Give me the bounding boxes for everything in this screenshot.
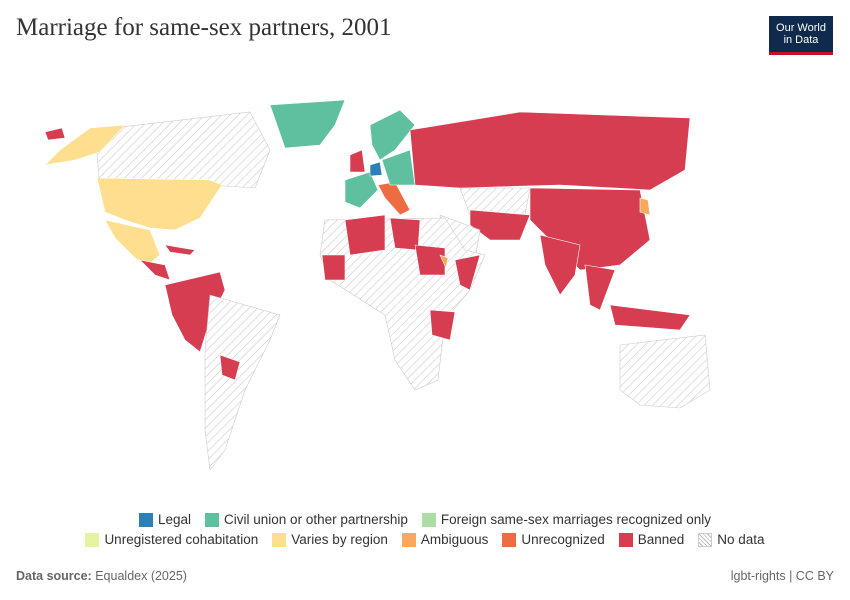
- legend-item[interactable]: Varies by region: [272, 532, 388, 547]
- footer: Data source: Equaldex (2025) lgbt-rights…: [16, 569, 834, 583]
- legend-item[interactable]: Legal: [138, 512, 192, 527]
- legend-item[interactable]: Civil union or other partnership: [205, 512, 408, 527]
- legend-label: Civil union or other partnership: [224, 512, 408, 527]
- legend-label: Unregistered cohabitation: [104, 532, 259, 547]
- legend-swatch: [618, 532, 633, 547]
- legend-label: Varies by region: [291, 532, 388, 547]
- legend-swatch: [85, 532, 100, 547]
- legend-label: Banned: [637, 532, 685, 547]
- legend-swatch: [138, 512, 153, 527]
- legend-label: Ambiguous: [420, 532, 489, 547]
- legend-swatch: [401, 532, 416, 547]
- license[interactable]: lgbt-rights | CC BY: [730, 569, 834, 583]
- legend-item[interactable]: Ambiguous: [401, 532, 489, 547]
- legend-item[interactable]: Foreign same-sex marriages recognized on…: [421, 512, 712, 527]
- logo-line: Our World: [776, 22, 826, 34]
- legend-label: Foreign same-sex marriages recognized on…: [440, 512, 712, 527]
- logo[interactable]: Our World in Data: [769, 16, 833, 55]
- legend-item[interactable]: Unregistered cohabitation: [85, 532, 258, 547]
- logo-line: in Data: [783, 34, 819, 46]
- legend-label: Legal: [157, 512, 192, 527]
- source-text: Equaldex (2025): [95, 569, 187, 583]
- legend-item[interactable]: No data: [698, 532, 765, 547]
- title: Marriage for same-sex partners, 2001: [16, 14, 392, 41]
- legend-swatch: [421, 512, 436, 527]
- countries: [44, 99, 711, 471]
- world-map: [44, 99, 711, 471]
- legend-label: No data: [717, 532, 765, 547]
- source-label: Data source:: [16, 569, 92, 583]
- legend-label: Unrecognized: [521, 532, 605, 547]
- legend-swatch: [502, 532, 517, 547]
- legend-swatch: [205, 512, 220, 527]
- source: Data source: Equaldex (2025): [16, 569, 187, 583]
- legend-row: Unregistered cohabitation Varies by regio…: [0, 532, 850, 547]
- legend: Legal Civil union or other partnership For…: [0, 512, 850, 552]
- legend-item[interactable]: Banned: [618, 532, 685, 547]
- legend-row: Legal Civil union or other partnership For…: [0, 512, 850, 527]
- legend-swatch: [272, 532, 287, 547]
- legend-swatch: [698, 532, 713, 547]
- legend-item[interactable]: Unrecognized: [502, 532, 605, 547]
